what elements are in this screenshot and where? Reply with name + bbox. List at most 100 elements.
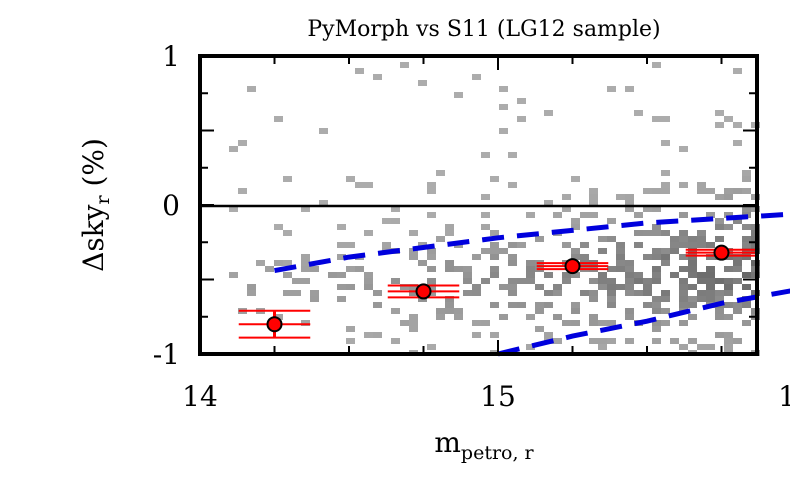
density-cell xyxy=(742,320,751,326)
density-cell xyxy=(436,314,445,320)
density-cell xyxy=(445,296,454,302)
density-cell xyxy=(715,296,724,302)
density-cell xyxy=(670,338,679,344)
density-cell xyxy=(742,236,751,242)
density-cell xyxy=(238,188,247,194)
density-cell xyxy=(580,254,589,260)
density-cell xyxy=(706,296,715,302)
density-cell xyxy=(706,278,715,284)
density-cell xyxy=(724,302,733,308)
density-cell xyxy=(742,188,751,194)
density-cell xyxy=(553,314,562,320)
density-cell xyxy=(292,290,301,296)
density-cell xyxy=(652,62,661,68)
density-cell xyxy=(697,290,706,296)
density-cell xyxy=(400,62,409,68)
density-cell xyxy=(742,284,751,290)
density-cell xyxy=(724,278,733,284)
density-cell xyxy=(661,254,670,260)
density-cell xyxy=(571,302,580,308)
density-cell xyxy=(400,320,409,326)
density-cell xyxy=(454,308,463,314)
density-cell xyxy=(310,290,319,296)
density-cell xyxy=(472,332,481,338)
density-cell xyxy=(688,314,697,320)
density-cell xyxy=(454,266,463,272)
density-cell xyxy=(643,278,652,284)
density-cell xyxy=(679,230,688,236)
density-cell xyxy=(328,272,337,278)
density-cell xyxy=(409,314,418,320)
y-axis-label-main: Δsky xyxy=(77,204,110,272)
density-cell xyxy=(625,284,634,290)
density-cell xyxy=(652,266,661,272)
density-cell xyxy=(337,242,346,248)
density-cell xyxy=(301,254,310,260)
density-cell xyxy=(688,254,697,260)
density-cell xyxy=(418,242,427,248)
density-cell xyxy=(508,290,517,296)
density-cell xyxy=(616,242,625,248)
density-cell xyxy=(652,326,661,332)
density-cell xyxy=(715,308,724,314)
density-cell xyxy=(688,296,697,302)
density-cell xyxy=(355,182,364,188)
density-cell xyxy=(706,266,715,272)
density-cell xyxy=(427,284,436,290)
density-cell xyxy=(382,218,391,224)
density-cell xyxy=(742,254,751,260)
density-cell xyxy=(733,260,742,266)
density-cell xyxy=(652,230,661,236)
plot-frame xyxy=(198,54,759,356)
density-cell xyxy=(607,278,616,284)
density-cell xyxy=(499,314,508,320)
density-cell xyxy=(490,272,499,278)
density-cell xyxy=(670,272,679,278)
density-cell xyxy=(499,104,508,110)
density-cell xyxy=(310,296,319,302)
density-cell xyxy=(364,284,373,290)
density-cell xyxy=(481,320,490,326)
density-cell xyxy=(706,272,715,278)
density-cell xyxy=(400,284,409,290)
density-cell xyxy=(733,302,742,308)
x-tick-label: 15 xyxy=(480,380,516,413)
density-cell xyxy=(616,266,625,272)
density-cell xyxy=(607,290,616,296)
density-cell xyxy=(391,218,400,224)
density-cell xyxy=(346,266,355,272)
density-cell xyxy=(589,212,598,218)
density-cell xyxy=(382,242,391,248)
density-cell xyxy=(562,206,571,212)
density-cell xyxy=(490,176,499,182)
density-cell xyxy=(652,206,661,212)
y-tick-label: 1 xyxy=(162,40,180,73)
density-cell xyxy=(724,254,733,260)
density-cell xyxy=(427,290,436,296)
density-cell xyxy=(346,176,355,182)
density-cell xyxy=(661,140,670,146)
density-cell xyxy=(580,290,589,296)
density-cell xyxy=(526,278,535,284)
density-cell xyxy=(490,248,499,254)
density-cell xyxy=(337,284,346,290)
density-cell xyxy=(562,272,571,278)
density-cell xyxy=(346,326,355,332)
density-cell xyxy=(706,242,715,248)
density-cell xyxy=(364,332,373,338)
density-cell xyxy=(580,242,589,248)
density-cell xyxy=(652,224,661,230)
density-cell xyxy=(724,284,733,290)
density-cell xyxy=(733,278,742,284)
density-cell xyxy=(616,254,625,260)
density-cell xyxy=(706,254,715,260)
density-cell xyxy=(679,146,688,152)
density-cell xyxy=(391,338,400,344)
density-cell xyxy=(544,200,553,206)
density-cell xyxy=(301,260,310,266)
density-cell xyxy=(724,314,733,320)
density-cell xyxy=(373,302,382,308)
density-cell xyxy=(436,170,445,176)
density-cell xyxy=(589,200,598,206)
